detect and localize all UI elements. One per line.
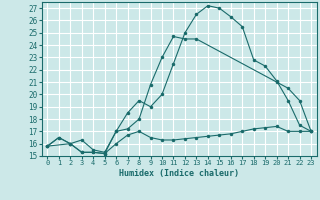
X-axis label: Humidex (Indice chaleur): Humidex (Indice chaleur): [119, 169, 239, 178]
